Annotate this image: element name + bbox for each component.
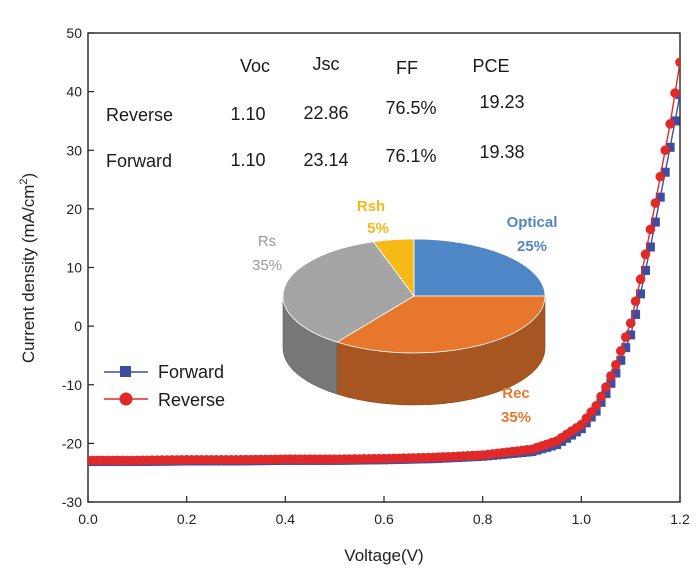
x-axis-title: Voltage(V) <box>344 546 423 565</box>
pie-label-optical-value: 25% <box>517 238 547 255</box>
y-tick-label: 0 <box>74 318 82 334</box>
pie-slice-rsh <box>372 238 415 298</box>
y-tick-label: -10 <box>62 377 82 393</box>
y-tick-label: 10 <box>66 260 82 276</box>
table-cell-forward-pce: 19.38 <box>479 142 524 162</box>
data-point-reverse <box>596 391 606 402</box>
table-cell-reverse-ff: 76.5% <box>385 98 436 118</box>
data-point-forward <box>606 378 616 388</box>
data-point-reverse <box>670 88 680 98</box>
table-header-voc: Voc <box>240 56 270 76</box>
y-tick-label: 40 <box>66 84 82 100</box>
y-tick-label: 30 <box>66 142 82 158</box>
y-tick-label: 20 <box>66 201 82 217</box>
data-point-forward <box>660 167 670 177</box>
data-point-reverse <box>650 198 661 208</box>
y-axis-title-sup: 2 <box>18 179 30 185</box>
data-point-reverse <box>630 296 641 307</box>
data-point-reverse <box>601 382 611 392</box>
pie-slice-rs <box>282 241 415 343</box>
table-header-ff: FF <box>396 58 418 78</box>
data-point-forward <box>655 192 665 202</box>
y-axis: -30 -20 -10 0 10 20 30 40 50 <box>62 25 94 510</box>
series-layer <box>88 57 680 467</box>
data-point-forward <box>650 217 660 227</box>
legend: Forward Reverse <box>104 362 225 410</box>
data-point-forward <box>636 289 646 299</box>
pie-label-rsh-value: 5% <box>367 220 389 237</box>
data-point-forward <box>621 343 631 353</box>
data-point-reverse <box>611 360 621 370</box>
data-point-reverse <box>675 57 680 68</box>
legend-marker-forward <box>120 366 131 377</box>
data-point-reverse <box>616 346 626 356</box>
data-point-forward <box>591 406 601 416</box>
data-point-reverse <box>640 249 651 260</box>
y-axis-title-main: Current density (mA/cm <box>19 185 38 364</box>
table-cell-forward-voc: 1.10 <box>230 150 265 170</box>
x-tick-label: 0.8 <box>473 511 493 527</box>
legend-marker-reverse <box>119 392 133 406</box>
x-tick-label: 0.4 <box>276 511 296 527</box>
data-point-forward <box>640 265 650 275</box>
pie-label-rsh-name: Rsh <box>357 198 385 215</box>
pie-label-rs-name: Rs <box>258 233 276 250</box>
table-cell-reverse-pce: 19.23 <box>479 92 524 112</box>
pie-slice-rec <box>336 295 546 354</box>
data-point-forward <box>645 242 655 252</box>
data-point-reverse <box>645 224 656 235</box>
y-axis-title: Current density (mA/cm2) <box>18 173 38 363</box>
data-point-reverse <box>606 371 616 381</box>
legend-label-reverse: Reverse <box>158 390 225 410</box>
data-point-reverse <box>655 171 666 182</box>
table-cell-reverse-jsc: 22.86 <box>303 103 348 123</box>
data-point-forward <box>670 116 680 126</box>
data-point-forward <box>631 309 641 319</box>
pie-labels: Rsh 5% Optical 25% Rs 35% Rec 35% <box>252 198 557 426</box>
data-point-reverse <box>620 332 631 342</box>
table-cell-forward-ff: 76.1% <box>385 146 436 166</box>
table-header-pce: PCE <box>472 56 509 76</box>
table-cell-reverse-voc: 1.10 <box>230 104 265 124</box>
y-tick-label: -20 <box>62 435 82 451</box>
data-point-reverse <box>625 318 636 328</box>
pie-label-rs-value: 35% <box>252 257 282 274</box>
pie-label-rec-value: 35% <box>501 409 531 426</box>
pie-slice-optical <box>413 238 546 297</box>
x-tick-label: 1.2 <box>670 511 690 527</box>
loss-pie <box>282 238 546 406</box>
x-tick-label: 1.0 <box>572 511 592 527</box>
data-point-forward <box>616 355 626 365</box>
table-row-label-forward: Forward <box>106 151 172 171</box>
parameter-table: Voc Jsc FF PCE Reverse 1.10 22.86 76.5% … <box>106 54 525 171</box>
data-point-forward <box>601 389 611 399</box>
y-axis-title-close: ) <box>19 173 38 179</box>
x-axis: 0.0 0.2 0.4 0.6 0.8 1.0 1.2 <box>78 496 690 527</box>
data-point-forward <box>626 330 636 340</box>
pie-label-rec-name: Rec <box>502 385 530 402</box>
y-tick-label: 50 <box>66 25 82 41</box>
data-point-reverse <box>635 274 646 285</box>
table-header-jsc: Jsc <box>313 54 340 74</box>
y-tick-label: -30 <box>62 494 82 510</box>
data-point-forward <box>596 397 606 407</box>
data-point-forward <box>586 412 596 422</box>
legend-label-forward: Forward <box>158 362 224 382</box>
data-point-forward <box>611 368 621 378</box>
data-point-reverse <box>591 401 601 411</box>
data-point-reverse <box>660 145 670 156</box>
pie-label-optical-name: Optical <box>507 214 558 231</box>
x-tick-label: 0.2 <box>177 511 197 527</box>
table-row-label-reverse: Reverse <box>106 105 173 125</box>
x-tick-label: 0.6 <box>374 511 394 527</box>
table-cell-forward-jsc: 23.14 <box>303 150 348 170</box>
data-point-forward <box>665 142 675 152</box>
x-tick-label: 0.0 <box>78 511 98 527</box>
data-point-reverse <box>665 119 675 129</box>
